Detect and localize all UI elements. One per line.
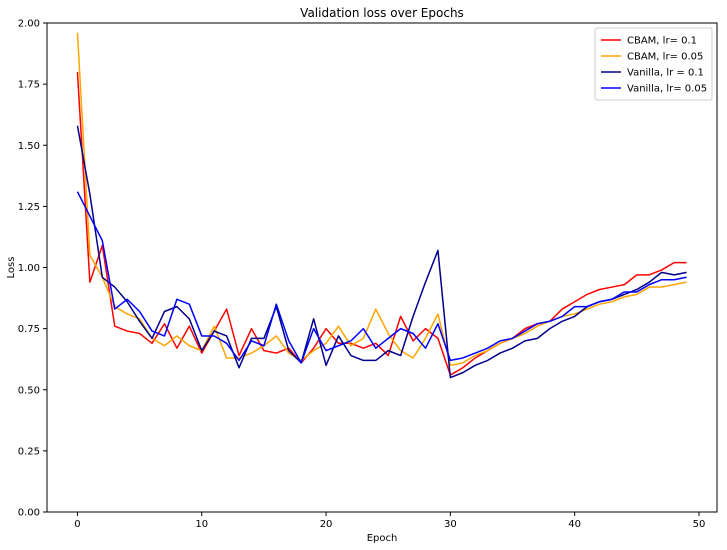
legend: CBAM, lr= 0.1 CBAM, lr= 0.05 Vanilla, lr =… xyxy=(594,27,713,101)
y-tick-label: 1.50 xyxy=(18,141,40,152)
chart-title: Validation loss over Epochs xyxy=(300,6,464,20)
legend-entry: CBAM, lr= 0.1 xyxy=(627,36,697,47)
y-tick-label: 0.75 xyxy=(18,324,40,335)
y-tick-label: 1.75 xyxy=(18,80,40,91)
legend-entry: Vanilla, lr = 0.1 xyxy=(627,68,704,79)
y-tick-label: 1.25 xyxy=(18,202,40,213)
x-tick-label: 20 xyxy=(320,519,333,530)
x-tick-label: 50 xyxy=(693,519,706,530)
series-line-4 xyxy=(76,191,687,364)
legend-box xyxy=(594,27,713,101)
y-tick-label: 0.25 xyxy=(18,446,40,457)
x-tick-label: 0 xyxy=(74,519,80,530)
x-axis-label: Epoch xyxy=(367,533,398,544)
x-tick-label: 10 xyxy=(195,519,208,530)
legend-entry: Vanilla, lr= 0.05 xyxy=(627,84,707,95)
series-line-2 xyxy=(76,32,687,367)
series-lines xyxy=(76,32,687,379)
x-axis: 0 10 20 30 40 50 xyxy=(74,512,705,530)
y-tick-label: 0.00 xyxy=(18,508,40,519)
series-line-3 xyxy=(76,125,687,379)
y-tick-label: 0.50 xyxy=(18,385,40,396)
y-tick-label: 2.00 xyxy=(18,19,40,30)
y-axis: 0.00 0.25 0.50 0.75 1.00 1.25 1.50 1.75 2.00 xyxy=(18,19,47,519)
x-tick-label: 30 xyxy=(444,519,457,530)
y-axis-label: Loss xyxy=(6,257,17,279)
legend-entry: CBAM, lr= 0.05 xyxy=(627,52,703,63)
y-tick-label: 1.00 xyxy=(18,263,40,274)
series-line-1 xyxy=(76,71,687,376)
x-tick-label: 40 xyxy=(568,519,581,530)
